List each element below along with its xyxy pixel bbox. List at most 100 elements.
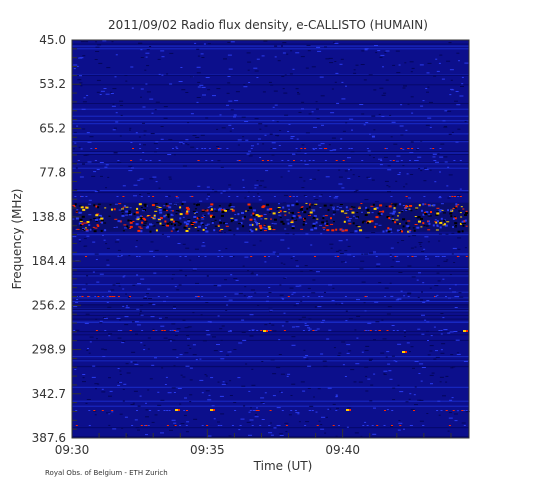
interference [283, 330, 286, 331]
noise [143, 134, 146, 136]
noise [263, 40, 268, 42]
noise [414, 361, 419, 362]
spectrogram-pixels [72, 40, 470, 438]
band-pixel [195, 204, 198, 207]
band-pixel [224, 223, 228, 225]
noise [411, 112, 414, 114]
noise [108, 424, 111, 426]
noise [299, 285, 302, 287]
interference [439, 196, 442, 197]
noise [192, 135, 197, 136]
noise [298, 319, 302, 321]
noise [311, 111, 314, 113]
band-pixel [193, 203, 196, 205]
interference [117, 160, 120, 161]
band-pixel [436, 211, 440, 213]
noise [238, 292, 243, 294]
noise [187, 344, 190, 346]
noise [443, 156, 448, 158]
band-pixel [114, 218, 118, 220]
interference [425, 256, 427, 257]
noise [248, 434, 252, 436]
noise [83, 245, 86, 247]
band-pixel [279, 217, 282, 219]
noise [279, 435, 284, 436]
band-pixel [352, 215, 355, 217]
noise [349, 231, 354, 233]
noise [136, 308, 140, 310]
noise [311, 66, 316, 68]
band-pixel [436, 207, 440, 209]
band-pixel [75, 217, 79, 220]
interference [196, 296, 199, 297]
band-pixel [358, 206, 361, 208]
interference [325, 148, 328, 149]
noise [116, 282, 120, 284]
interference [122, 196, 125, 197]
band-pixel [100, 217, 104, 220]
noise [386, 185, 389, 187]
band-pixel [228, 229, 232, 231]
noise [264, 134, 267, 136]
noise [259, 185, 263, 187]
interference [267, 160, 270, 161]
noise [295, 153, 298, 155]
band-pixel [228, 204, 232, 207]
interference [384, 148, 387, 149]
noise [311, 178, 316, 180]
noise [271, 142, 276, 144]
noise [371, 115, 376, 117]
band-pixel [366, 220, 369, 223]
interference [392, 330, 395, 331]
noise [440, 313, 444, 314]
band-pixel [174, 224, 177, 226]
interference [448, 425, 451, 426]
noise [247, 61, 252, 63]
interference [438, 330, 441, 331]
noise [265, 300, 269, 302]
noise [145, 434, 148, 436]
noise [217, 160, 221, 162]
noise [86, 399, 91, 400]
band-pixel [219, 230, 222, 232]
noise [185, 365, 190, 367]
noise [410, 408, 415, 410]
noise [273, 427, 277, 429]
noise [108, 395, 112, 397]
band-pixel [165, 214, 168, 216]
interference [413, 410, 415, 411]
noise [278, 354, 282, 355]
noise [346, 352, 350, 354]
noise [234, 100, 239, 102]
interference [392, 160, 395, 161]
noise [450, 354, 454, 356]
noise [145, 83, 148, 85]
noise [178, 141, 183, 143]
interference [294, 410, 297, 411]
noise [262, 143, 265, 145]
band-pixel [402, 205, 405, 206]
noise [220, 413, 225, 415]
band-pixel [414, 224, 418, 225]
band-pixel [76, 209, 79, 211]
band-pixel [458, 210, 461, 212]
noise [382, 338, 387, 340]
y-tick-label: 65.2 [39, 121, 66, 135]
band-pixel [205, 224, 209, 226]
noise [167, 392, 172, 394]
noise [218, 232, 223, 233]
noise [347, 245, 351, 247]
noise [171, 387, 176, 389]
noise [289, 287, 294, 289]
noise [82, 163, 85, 165]
band-pixel [95, 221, 98, 222]
interference [205, 330, 208, 331]
band-pixel [159, 222, 162, 225]
band-pixel [351, 211, 355, 214]
noise [305, 233, 309, 235]
interference [379, 330, 381, 331]
band-pixel [159, 217, 163, 220]
noise [165, 376, 168, 378]
band-pixel [461, 222, 464, 224]
noise [438, 240, 441, 242]
